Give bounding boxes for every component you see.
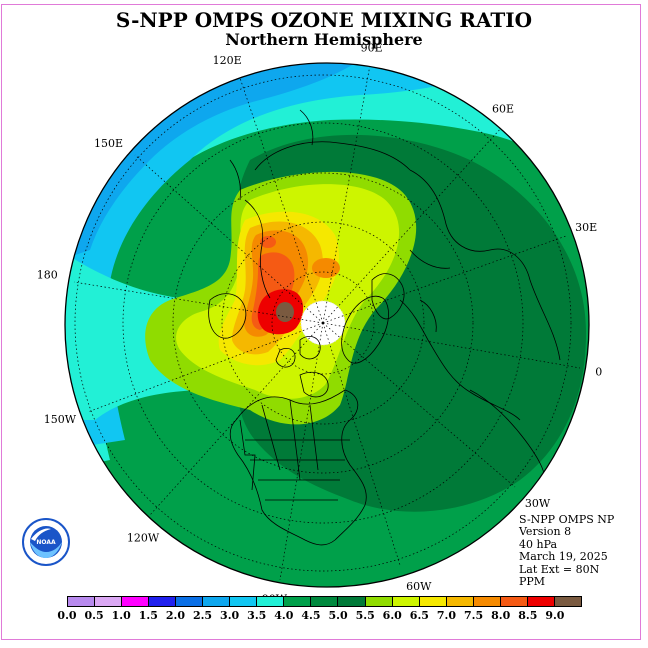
colorbar-cell <box>392 597 420 606</box>
colorbar-tick-label: 1.5 <box>138 609 158 622</box>
map-boundary <box>64 62 590 588</box>
colorbar-cell <box>176 597 204 606</box>
frame-border <box>1 4 641 640</box>
polar-hole-dots <box>300 300 346 346</box>
colorbar-tick-label: 0.5 <box>84 609 104 622</box>
coastlines <box>208 109 561 546</box>
colorbar-cell <box>149 597 177 606</box>
longitude-label: 90E <box>361 41 383 54</box>
colorbar-tick-label: 5.5 <box>355 609 375 622</box>
colorbar-tick-label: 2.5 <box>192 609 213 622</box>
colorbar-cell <box>284 597 312 606</box>
longitude-label: 60E <box>492 103 514 116</box>
map-title: S-NPP OMPS OZONE MIXING RATIO <box>115 8 533 32</box>
colorbar-tick-label: 4.0 <box>274 609 294 622</box>
colorbar-cell <box>203 597 231 606</box>
info-version: Version 8 <box>519 525 572 539</box>
longitude-labels: 90E60E120E150E30E1800150W30W120W60W90W <box>37 41 602 605</box>
info-product: S-NPP OMPS NP <box>519 513 615 526</box>
field-3.0 <box>65 63 520 450</box>
colorbar-tick-label: 9.0 <box>545 609 565 622</box>
map-subtitle: Northern Hemisphere <box>225 30 423 49</box>
colorbar-tick-label: 7.0 <box>436 609 457 622</box>
longitude-label: 60W <box>406 580 432 593</box>
colorbar-cell <box>68 597 96 606</box>
colorbar-tick-label: 2.0 <box>165 609 185 622</box>
colorbar-tick-label: 8.5 <box>518 609 538 622</box>
colorbar-tick-label: 4.5 <box>301 609 321 622</box>
colorbar-cell <box>338 597 366 606</box>
colorbar-cell <box>473 597 501 606</box>
info-date: March 19, 2025 <box>519 550 608 564</box>
info-level: 40 hPa <box>519 537 558 551</box>
colorbar-cell <box>419 597 447 606</box>
info-lat-ext: Lat Ext = 80N <box>519 562 600 576</box>
longitude-label: 30W <box>525 497 551 510</box>
colorbar-cell <box>365 597 393 606</box>
colorbar-cell <box>311 597 339 606</box>
field-8.0-spot <box>260 236 276 248</box>
colorbar-cell <box>230 597 258 606</box>
noaa-logo: NOAA <box>22 518 70 566</box>
product-info: S-NPP OMPS NP Version 8 40 hPa March 19,… <box>519 513 615 589</box>
colorbar-tick-label: 8.0 <box>491 609 511 622</box>
colorbar <box>67 596 582 607</box>
colorbar-tick-label: 7.5 <box>464 609 484 622</box>
colorbar-cell <box>554 597 581 606</box>
longitude-label: 30E <box>575 221 597 234</box>
colorbar-cell <box>500 597 528 606</box>
colorbar-cell <box>257 597 285 606</box>
colorbar-tick-label: 3.0 <box>220 609 240 622</box>
colorbar-ticks: 0.0 0.5 1.0 1.5 2.0 2.5 3.0 3.5 4.0 4.5 5.0 5.5 6.0 6… <box>0 609 648 625</box>
noaa-logo-text: NOAA <box>36 539 56 546</box>
colorbar-tick-label: 6.5 <box>409 609 429 622</box>
colorbar-cell <box>527 597 555 606</box>
longitude-label: 0 <box>595 366 602 379</box>
field-9.0 <box>276 302 294 322</box>
field-7.5-spot <box>312 258 340 278</box>
colorbar-tick-label: 3.5 <box>247 609 267 622</box>
colorbar-cell <box>122 597 150 606</box>
latitude-circles <box>74 74 572 572</box>
colorbar-tick-label: 6.0 <box>382 609 402 622</box>
colorbar-tick-label: 5.0 <box>328 609 348 622</box>
colorbar-tick-label: 1.0 <box>111 609 131 622</box>
longitude-label: 150W <box>44 413 77 426</box>
colorbar-tick-label: 0.0 <box>57 609 77 622</box>
colorbar-cell <box>95 597 123 606</box>
longitude-label: 150E <box>94 137 123 150</box>
colorbar-cell <box>446 597 474 606</box>
longitude-label: 120W <box>127 532 160 545</box>
ozone-field <box>65 63 589 587</box>
info-units: PPM <box>519 575 546 589</box>
longitude-label: 120E <box>213 54 242 67</box>
longitude-label: 180 <box>37 268 58 281</box>
